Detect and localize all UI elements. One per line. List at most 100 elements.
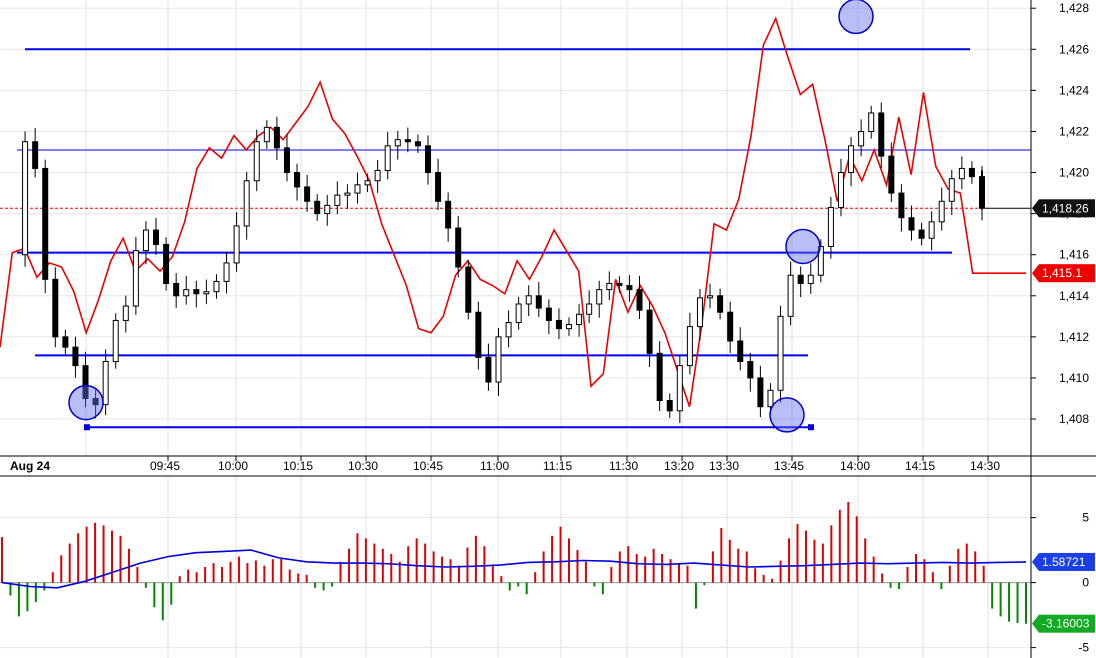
candle-up xyxy=(576,313,583,326)
candle-up xyxy=(22,141,29,256)
x-tick-label: 10:45 xyxy=(413,459,443,473)
x-tick-label: 09:45 xyxy=(150,459,180,473)
candle-down xyxy=(475,311,482,358)
date-label: Aug 24 xyxy=(10,459,50,473)
candle-down xyxy=(455,227,462,268)
candle-up xyxy=(837,172,844,208)
candle-down xyxy=(545,307,552,321)
candle-down xyxy=(737,340,744,363)
candle-up xyxy=(233,225,240,264)
x-tick-label: 14:15 xyxy=(905,459,935,473)
candle-up xyxy=(122,305,129,321)
candle-up xyxy=(364,180,371,186)
histogram-tag-arrow xyxy=(1032,614,1039,633)
candle-up xyxy=(696,297,703,328)
candle-down xyxy=(294,172,301,188)
candle-up xyxy=(586,303,593,315)
candle-down xyxy=(757,377,764,408)
candle-up xyxy=(787,274,794,317)
candle-up xyxy=(394,139,401,147)
candle-up xyxy=(938,200,945,223)
candle-up xyxy=(817,245,824,276)
candle-down xyxy=(656,352,663,402)
candle-up xyxy=(183,289,190,297)
red-line-tag-text: 1,415.1 xyxy=(1042,266,1082,280)
candle-up xyxy=(827,206,834,247)
candle-down xyxy=(555,319,562,330)
signal-line-layer xyxy=(1,549,1027,589)
red-series-line xyxy=(0,16,1026,407)
red-line-tag: 1,415.1 xyxy=(1032,264,1095,283)
candle-down xyxy=(636,289,643,311)
candle-down xyxy=(42,167,49,280)
candle-down xyxy=(878,112,885,157)
candle-down xyxy=(424,145,431,174)
candle-down xyxy=(465,266,472,313)
candle-up xyxy=(263,126,270,143)
signal-tag-arrow xyxy=(1032,552,1039,571)
signal-tag-bg xyxy=(1039,552,1095,571)
candle-down xyxy=(797,274,804,284)
labels-layer: 1,4081,4101,4121,4141,4161,4181,4201,422… xyxy=(10,1,1095,655)
candle-up xyxy=(223,262,230,282)
highlight-circles xyxy=(68,0,874,433)
candlestick-series xyxy=(22,102,985,423)
candle-up xyxy=(102,361,109,406)
y-tick-label: 1,426 xyxy=(1059,42,1089,56)
candle-down xyxy=(32,141,39,169)
candle-down xyxy=(173,282,180,297)
candle-up xyxy=(112,319,119,363)
candle-up xyxy=(686,326,693,367)
y-tick-label: 1,424 xyxy=(1059,83,1089,97)
last-price-tag-text: 1,418.26 xyxy=(1042,201,1089,215)
candle-down xyxy=(414,141,421,147)
candle-up xyxy=(334,194,341,206)
histogram-tag-bg xyxy=(1039,614,1095,633)
candle-down xyxy=(717,295,724,313)
candle-up xyxy=(132,250,139,307)
candle-down xyxy=(435,172,442,202)
candle-down xyxy=(888,155,895,194)
candle-up xyxy=(807,274,814,284)
candle-up xyxy=(384,145,391,171)
candle-down xyxy=(535,295,542,309)
histogram-bars xyxy=(0,502,1031,624)
sub-y-tick-label: 5 xyxy=(1082,511,1089,525)
x-tick-label: 13:20 xyxy=(664,459,694,473)
sub-y-tick-label: 0 xyxy=(1082,576,1089,590)
y-tick-label: 1,414 xyxy=(1059,289,1089,303)
candle-down xyxy=(666,400,673,412)
y-tick-label: 1,428 xyxy=(1059,1,1089,15)
support-resistance-levels xyxy=(0,48,1031,431)
candle-down xyxy=(616,282,623,287)
candle-down xyxy=(153,229,160,245)
y-tick-label: 1,408 xyxy=(1059,412,1089,426)
histogram-tag: -3.16003 xyxy=(1032,614,1095,633)
candle-down xyxy=(445,200,452,229)
candle-up xyxy=(858,130,865,147)
candle-down xyxy=(193,289,200,295)
candle-up xyxy=(515,303,522,323)
candle-up xyxy=(777,315,784,391)
candle-up xyxy=(324,204,331,215)
candle-down xyxy=(92,397,99,406)
x-tick-label: 11:15 xyxy=(543,459,572,473)
signal-tag: 1.58721 xyxy=(1032,552,1095,571)
candle-down xyxy=(908,217,915,231)
candle-up xyxy=(848,145,855,174)
x-tick-label: 13:30 xyxy=(709,459,739,473)
candle-up xyxy=(566,324,573,330)
candle-up xyxy=(243,180,250,227)
candle-down xyxy=(646,309,653,354)
candle-up xyxy=(868,112,875,132)
candle-down xyxy=(82,365,89,399)
candle-up xyxy=(606,282,613,291)
candle-up xyxy=(948,178,955,202)
candle-down xyxy=(485,356,492,383)
candle-up xyxy=(505,321,512,338)
y-tick-label: 1,422 xyxy=(1059,124,1089,138)
candle-up xyxy=(354,184,361,194)
